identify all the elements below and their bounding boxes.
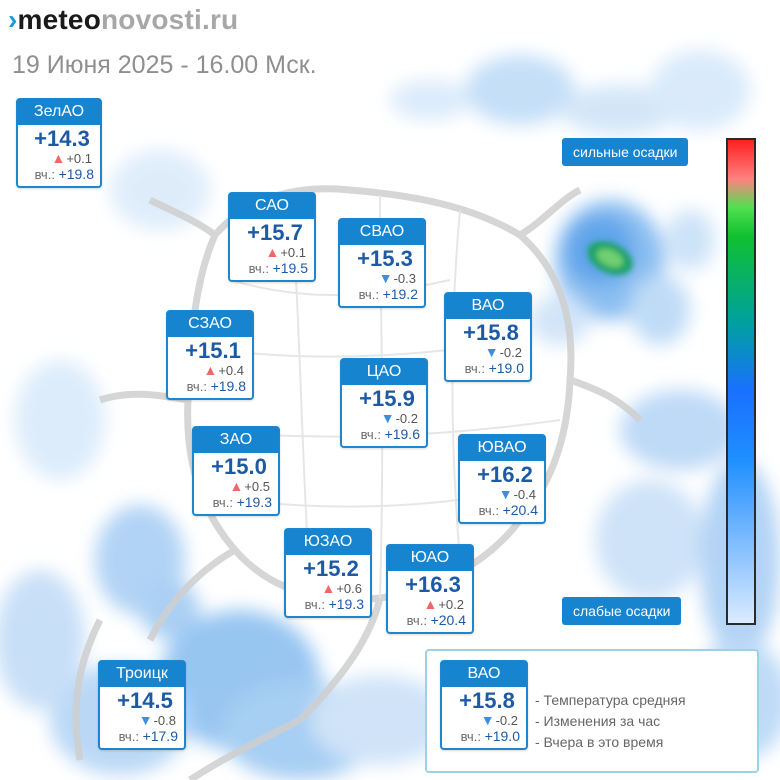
district-card-zelao: ЗелАО +14.3 ▲+0.1 вч.: +19.8	[16, 98, 102, 188]
district-temperature: +16.2	[477, 462, 533, 487]
legend-items: - Температура средняя - Изменения за час…	[535, 690, 686, 753]
scale-label-light: слабые осадки	[562, 597, 682, 625]
district-name: СВАО	[339, 219, 425, 245]
hourly-change: ▼-0.3	[378, 270, 416, 287]
trend-up-icon: ▲	[203, 362, 218, 378]
district-temperature: +15.3	[357, 246, 413, 271]
heavy-rain-core	[587, 241, 633, 275]
district-card-yuvao: ЮВАО +16.2 ▼-0.4 вч.: +20.4	[458, 434, 546, 524]
district-card-cao: ЦАО +15.9 ▼-0.2 вч.: +19.6	[340, 358, 428, 448]
yesterday-temperature: вч.: +20.4	[406, 612, 466, 628]
trend-down-icon: ▼	[380, 410, 395, 426]
district-temperature: +16.3	[405, 572, 461, 597]
trend-down-icon: ▼	[138, 712, 153, 728]
yesterday-temperature: вч.: +19.3	[212, 494, 272, 510]
trend-up-icon: ▲	[423, 596, 438, 612]
yesterday-temperature: вч.: +19.5	[248, 260, 308, 276]
yesterday-temperature: вч.: +20.4	[478, 502, 538, 518]
date-time-subtitle: 19 Июня 2025 - 16.00 Мск.	[12, 51, 317, 79]
district-name: ЮЗАО	[285, 529, 371, 555]
trend-down-icon: ▼	[498, 486, 513, 502]
yesterday-temperature: вч.: +19.6	[360, 426, 420, 442]
trend-down-icon: ▼	[480, 712, 495, 728]
district-card-yuzao: ЮЗАО +15.2 ▲+0.6 вч.: +19.3	[284, 528, 372, 618]
hourly-change: ▼-0.8	[138, 712, 176, 729]
district-card-zao: ЗАО +15.0 ▲+0.5 вч.: +19.3	[192, 426, 280, 516]
district-temperature: +15.0	[211, 454, 267, 479]
district-temperature: +15.7	[247, 220, 303, 245]
precipitation-layer	[0, 50, 780, 780]
hourly-change: ▼-0.2	[480, 712, 518, 729]
district-name: ЗелАО	[17, 99, 101, 125]
yesterday-temperature: вч.: +19.2	[358, 286, 418, 302]
logo-mark-icon: ›	[8, 4, 18, 35]
district-card-vao: ВАО +15.8 ▼-0.2 вч.: +19.0	[444, 292, 532, 382]
district-name: ВАО	[445, 293, 531, 319]
district-card-svao: СВАО +15.3 ▼-0.3 вч.: +19.2	[338, 218, 426, 308]
yesterday-temperature: вч.: +19.3	[304, 596, 364, 612]
district-temperature: +15.8	[463, 320, 519, 345]
trend-up-icon: ▲	[265, 244, 280, 260]
trend-up-icon: ▲	[51, 150, 66, 166]
legend-item-hourly-change: - Изменения за час	[535, 713, 661, 729]
site-logo: ›meteonovosti.ru	[8, 4, 238, 36]
yesterday-temperature: вч.: +19.8	[34, 166, 94, 182]
district-temperature: +15.9	[359, 386, 415, 411]
hourly-change: ▲+0.2	[423, 596, 464, 613]
district-name: ВАО	[441, 661, 527, 687]
yesterday-temperature: вч.: +17.9	[118, 728, 178, 744]
logo-part-novosti: novosti.ru	[101, 4, 239, 35]
hourly-change: ▲+0.1	[51, 150, 92, 167]
district-temperature: +14.3	[34, 126, 90, 151]
district-card-szao: СЗАО +15.1 ▲+0.4 вч.: +19.8	[166, 310, 254, 400]
scale-label-heavy: сильные осадки	[562, 138, 689, 166]
yesterday-temperature: вч.: +19.8	[186, 378, 246, 394]
trend-up-icon: ▲	[229, 478, 244, 494]
district-name: ЦАО	[341, 359, 427, 385]
hourly-change: ▲+0.4	[203, 362, 244, 379]
legend-example-card: ВАО +15.8 ▼-0.2 вч.: +19.0	[440, 660, 528, 750]
district-name: ЮАО	[387, 545, 473, 571]
hourly-change: ▲+0.5	[229, 478, 270, 495]
hourly-change: ▲+0.6	[321, 580, 362, 597]
district-name: ЮВАО	[459, 435, 545, 461]
trend-down-icon: ▼	[484, 344, 499, 360]
trend-up-icon: ▲	[321, 580, 336, 596]
hourly-change: ▼-0.2	[484, 344, 522, 361]
district-name: СЗАО	[167, 311, 253, 337]
hourly-change: ▲+0.1	[265, 244, 306, 261]
hourly-change: ▼-0.2	[380, 410, 418, 427]
district-card-yuao: ЮАО +16.3 ▲+0.2 вч.: +20.4	[386, 544, 474, 634]
logo-part-meteo: meteo	[17, 4, 101, 35]
legend-item-average-temp: - Температура средняя	[535, 692, 686, 708]
district-name: ЗАО	[193, 427, 279, 453]
district-name: Троицк	[99, 661, 185, 687]
precipitation-color-scale	[726, 138, 756, 625]
district-temperature: +14.5	[117, 688, 173, 713]
trend-down-icon: ▼	[378, 270, 393, 286]
hourly-change: ▼-0.4	[498, 486, 536, 503]
district-card-sao: САО +15.7 ▲+0.1 вч.: +19.5	[228, 192, 316, 282]
yesterday-temperature: вч.: +19.0	[460, 728, 520, 744]
yesterday-temperature: вч.: +19.0	[464, 360, 524, 376]
district-temperature: +15.8	[459, 688, 515, 713]
district-card-troitsk: Троицк +14.5 ▼-0.8 вч.: +17.9	[98, 660, 186, 750]
district-name: САО	[229, 193, 315, 219]
legend-item-yesterday: - Вчера в это время	[535, 734, 664, 750]
district-temperature: +15.2	[303, 556, 359, 581]
district-temperature: +15.1	[185, 338, 241, 363]
